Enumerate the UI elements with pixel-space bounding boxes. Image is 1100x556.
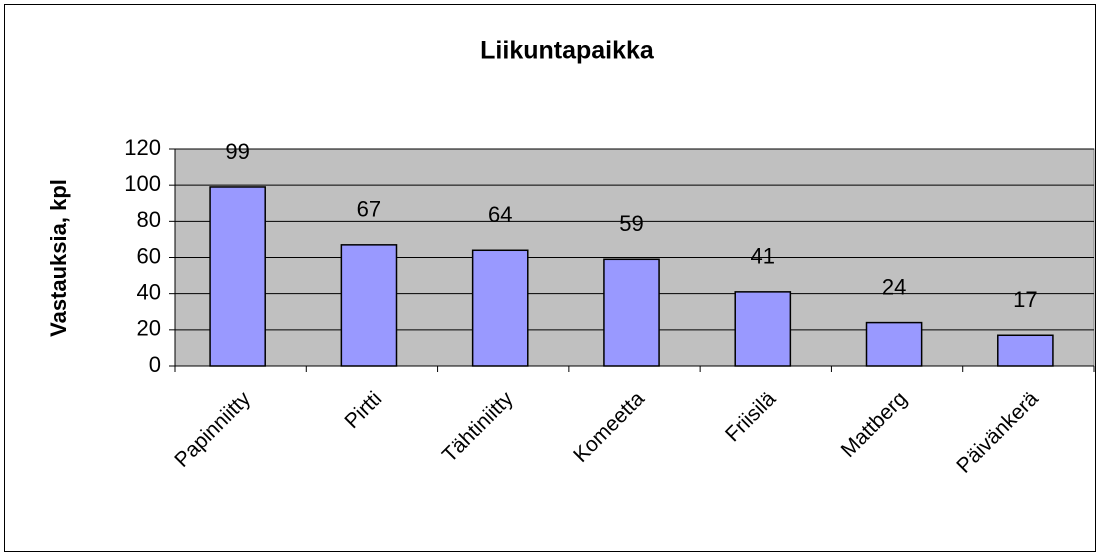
- y-tick-label: 80: [137, 207, 161, 232]
- y-axis-title: Vastauksia, kpl: [46, 179, 71, 337]
- bar: [603, 258, 660, 367]
- data-label: 41: [751, 244, 775, 269]
- bar: [340, 244, 398, 367]
- data-label: 64: [488, 202, 512, 227]
- y-tick-label: 20: [137, 316, 161, 341]
- data-label: 67: [357, 197, 381, 222]
- data-label: 59: [619, 211, 643, 236]
- bar: [209, 186, 266, 367]
- data-label: 17: [1013, 287, 1037, 312]
- bar: [734, 291, 792, 367]
- bar: [471, 249, 529, 367]
- y-tick-label: 120: [124, 135, 161, 160]
- bar: [865, 321, 923, 367]
- y-tick-label: 0: [149, 352, 161, 377]
- bar: [997, 334, 1054, 367]
- data-label: 99: [225, 139, 249, 164]
- y-tick-label: 100: [124, 171, 161, 196]
- y-tick-label: 60: [137, 243, 161, 268]
- y-tick-label: 40: [137, 279, 161, 304]
- chart-title: Liikuntapaikka: [480, 37, 655, 65]
- data-label: 24: [882, 274, 906, 299]
